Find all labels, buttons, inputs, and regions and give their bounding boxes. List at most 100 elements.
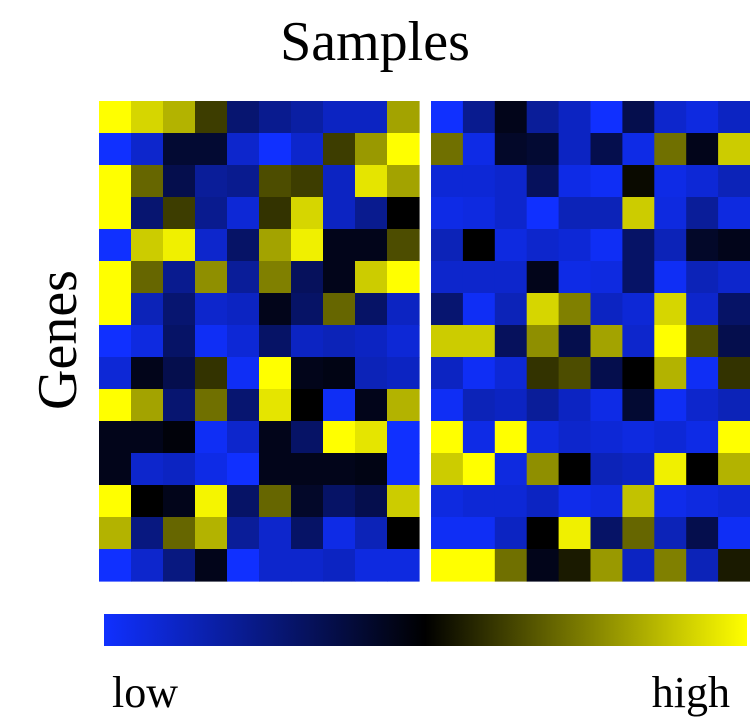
heatmap-cell (558, 357, 592, 390)
heatmap-cell (494, 389, 528, 422)
heatmap-cell (259, 549, 292, 582)
heatmap-cell (558, 229, 592, 262)
heatmap-cell (558, 549, 592, 582)
heatmap-cell (718, 133, 750, 166)
heatmap-cell (131, 389, 164, 422)
heatmap-cell (99, 133, 132, 166)
heatmap-cell (291, 389, 324, 422)
heatmap-cell (654, 357, 687, 390)
heatmap-cell (718, 165, 750, 198)
heatmap-cell (686, 421, 719, 454)
heatmap-cell (99, 389, 132, 422)
heatmap-cell (131, 357, 164, 390)
heatmap-cell (291, 517, 324, 550)
heatmap-cell (291, 165, 324, 198)
heatmap-cell (622, 229, 655, 262)
heatmap-cell (323, 389, 356, 422)
heatmap-cell (355, 485, 388, 518)
heatmap-cell (387, 357, 420, 390)
heatmap-cell (718, 485, 750, 518)
heatmap-cell (590, 133, 623, 166)
heatmap-cell (259, 261, 292, 294)
colorbar-high-label: high (651, 668, 730, 717)
heatmap-cell (462, 101, 496, 134)
heatmap-cell (163, 229, 196, 262)
heatmap-cell (195, 517, 228, 550)
heatmap-cell (526, 357, 560, 390)
heatmap-cell (131, 261, 164, 294)
heatmap-cell (718, 197, 750, 230)
heatmap-cell (431, 325, 464, 358)
heatmap-cell (323, 485, 356, 518)
heatmap-panel-2 (431, 101, 750, 582)
heatmap-cell (718, 421, 750, 454)
heatmap-cell (387, 229, 420, 262)
heatmap-cell (227, 389, 260, 422)
heatmap-cell (227, 229, 260, 262)
heatmap-cell (718, 357, 750, 390)
heatmap-cell (622, 133, 655, 166)
heatmap-cell (622, 517, 655, 550)
heatmap-cell (195, 133, 228, 166)
heatmap-cell (431, 101, 464, 134)
heatmap-cell (163, 261, 196, 294)
heatmap-cell (355, 165, 388, 198)
heatmap-cell (195, 549, 228, 582)
heatmap-cell (462, 229, 496, 262)
heatmap-cell (590, 261, 623, 294)
heatmap-cell (654, 165, 687, 198)
heatmap-cell (227, 197, 260, 230)
heatmap-cell (718, 293, 750, 326)
heatmap-cell (323, 549, 356, 582)
heatmap-cell (462, 165, 496, 198)
heatmap-cell (99, 517, 132, 550)
heatmap-cell (558, 197, 592, 230)
heatmap-cell (355, 197, 388, 230)
heatmap-cell (131, 101, 164, 134)
heatmap-cell (654, 101, 687, 134)
heatmap-cell (431, 165, 464, 198)
heatmap-cell (494, 549, 528, 582)
heatmap-cell (718, 101, 750, 134)
heatmap-cell (590, 165, 623, 198)
heatmap-cell (622, 389, 655, 422)
heatmap-cell (227, 549, 260, 582)
heatmap-cell (163, 357, 196, 390)
heatmap-cell (558, 261, 592, 294)
heatmap-cell (431, 517, 464, 550)
heatmap-cell (227, 485, 260, 518)
heatmap-cell (259, 165, 292, 198)
heatmap-cell (323, 357, 356, 390)
heatmap-cell (355, 133, 388, 166)
heatmap-cell (323, 293, 356, 326)
heatmap-cell (131, 197, 164, 230)
heatmap-cell (718, 517, 750, 550)
heatmap-cell (387, 261, 420, 294)
heatmap-cell (131, 293, 164, 326)
heatmap-cell (163, 293, 196, 326)
heatmap-cell (163, 549, 196, 582)
heatmap-cell (163, 485, 196, 518)
heatmap-cell (654, 197, 687, 230)
heatmap-cell (131, 453, 164, 486)
colorbar (104, 614, 747, 646)
heatmap-cell (494, 133, 528, 166)
heatmap-cell (590, 389, 623, 422)
heatmap-cell (195, 293, 228, 326)
heatmap-cell (686, 261, 719, 294)
heatmap-cell (355, 293, 388, 326)
heatmap-cell (195, 101, 228, 134)
heatmap-cell (291, 261, 324, 294)
heatmap-cell (355, 229, 388, 262)
heatmap-cell (431, 389, 464, 422)
heatmap-cell (431, 357, 464, 390)
heatmap-cell (431, 549, 464, 582)
heatmap-cell (590, 101, 623, 134)
heatmap-cell (686, 517, 719, 550)
heatmap-cell (590, 453, 623, 486)
heatmap-cell (195, 357, 228, 390)
heatmap-cell (622, 485, 655, 518)
heatmap-cell (431, 261, 464, 294)
heatmap-cell (131, 165, 164, 198)
heatmap-cell (259, 357, 292, 390)
